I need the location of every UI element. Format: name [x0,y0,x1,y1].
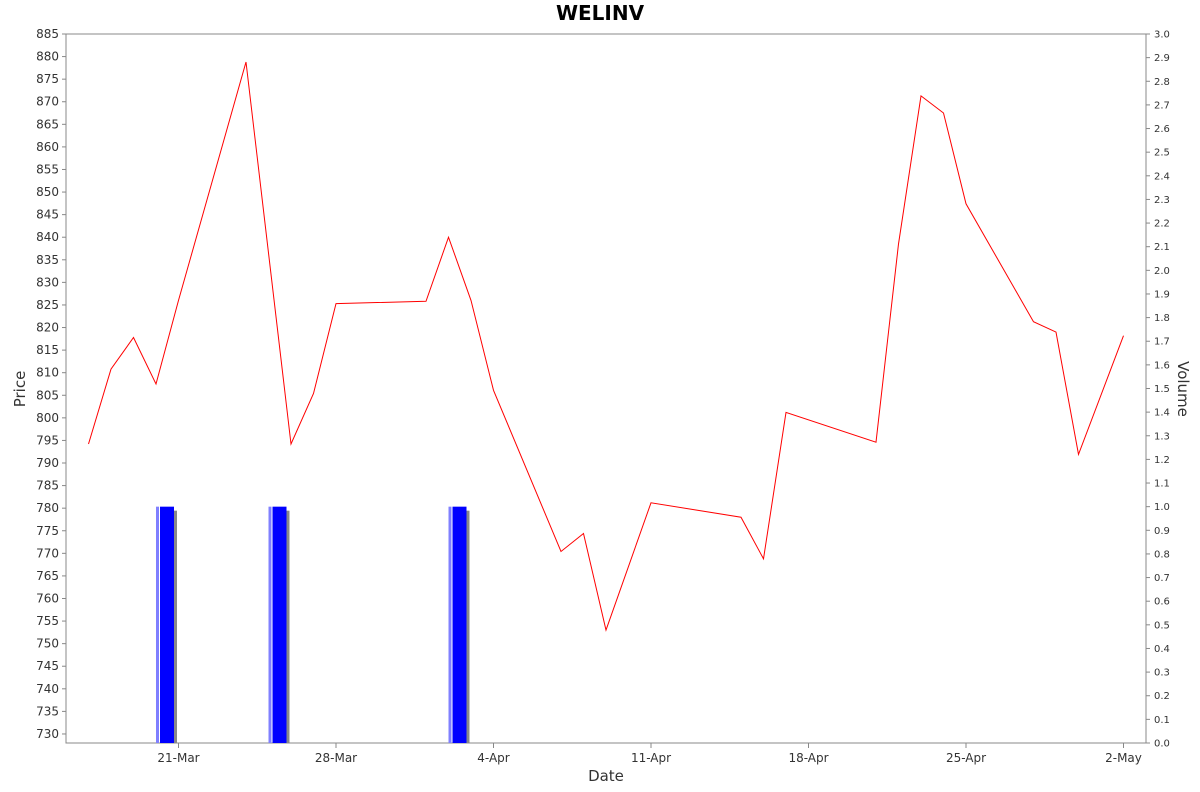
price-series-line [88,61,1124,632]
y-tick-label: 820 [36,321,59,335]
y2-tick-label: 1.2 [1154,455,1170,466]
y-tick-label: 750 [36,637,59,651]
y-tick-label: 860 [36,140,59,154]
y-tick-label: 775 [36,524,59,538]
y-tick-label: 760 [36,591,59,605]
y-tick-label: 790 [36,456,59,470]
y-tick-label: 885 [36,27,59,41]
y-tick-label: 805 [36,388,59,402]
y2-tick-label: 2.9 [1154,53,1170,64]
y2-tick-label: 0.1 [1154,715,1170,726]
y-tick-label: 850 [36,185,59,199]
y2-tick-label: 0.7 [1154,573,1170,584]
x-tick-label: 4-Apr [477,751,510,765]
y-tick-label: 740 [36,682,59,696]
x-axis-title: Date [588,767,624,785]
y2-tick-label: 3.0 [1154,30,1170,41]
x-tick-label: 21-Mar [157,751,199,765]
volume-bar [272,506,287,743]
y-axis: 730 735 740 745 750 755 760 765 770 775 780 785 790 7… [36,27,66,741]
chart-title: WELINV [556,1,645,25]
volume-bar-highlight [448,506,452,743]
y2-tick-label: 1.1 [1154,479,1170,490]
volume-bar-highlight [268,506,272,743]
volume-bar [452,506,467,743]
y-tick-label: 735 [36,704,59,718]
y-tick-label: 755 [36,614,59,628]
y2-tick-label: 2.7 [1154,100,1170,111]
y-tick-label: 830 [36,275,59,289]
y2-tick-label: 2.0 [1154,266,1170,277]
y-tick-label: 840 [36,230,59,244]
y2-tick-label: 2.1 [1154,242,1170,253]
price-line [88,61,1124,632]
y-tick-label: 730 [36,727,59,741]
y2-tick-label: 0.5 [1154,620,1170,631]
y2-tick-label: 2.2 [1154,219,1170,230]
y-tick-label: 780 [36,501,59,515]
y-tick-label: 870 [36,95,59,109]
x-tick-label: 2-May [1105,751,1142,765]
y2-tick-label: 1.0 [1154,502,1170,513]
y2-tick-label: 1.5 [1154,384,1170,395]
x-tick-label: 25-Apr [946,751,986,765]
x-tick-label: 11-Apr [631,751,671,765]
y-tick-label: 845 [36,208,59,222]
y-tick-label: 875 [36,72,59,86]
y2-tick-label: 1.4 [1154,408,1170,419]
y2-tick-label: 2.6 [1154,124,1170,135]
y2-tick-label: 1.8 [1154,313,1170,324]
y2-tick-label: 0.2 [1154,691,1170,702]
y-tick-label: 770 [36,546,59,560]
y-tick-label: 835 [36,253,59,267]
y2-axis-title: Volume [1174,361,1192,417]
y2-tick-label: 0.3 [1154,668,1170,679]
y2-axis: 0.0 0.1 0.2 0.3 0.4 0.5 0.6 0.7 0.8 0.9 1.0 1.1 1.2 1… [1146,30,1170,750]
y2-tick-label: 1.7 [1154,337,1170,348]
y2-tick-label: 1.6 [1154,360,1170,371]
plot-area [65,33,1147,744]
y2-tick-label: 1.9 [1154,289,1170,300]
y-tick-label: 745 [36,659,59,673]
x-tick-label: 18-Apr [788,751,828,765]
volume-bar-highlight [156,506,159,743]
volume-bar [160,506,174,743]
y2-tick-label: 2.8 [1154,77,1170,88]
y2-tick-label: 0.8 [1154,549,1170,560]
y-tick-label: 825 [36,298,59,312]
y2-tick-label: 0.0 [1154,739,1170,750]
y2-tick-label: 2.5 [1154,148,1170,159]
y2-tick-label: 1.3 [1154,431,1170,442]
y-tick-label: 795 [36,433,59,447]
y2-tick-label: 0.9 [1154,526,1170,537]
x-tick-label: 28-Mar [315,751,357,765]
y-tick-label: 800 [36,411,59,425]
y2-tick-label: 2.4 [1154,171,1170,182]
y2-tick-label: 0.4 [1154,644,1170,655]
y-axis-title: Price [11,371,29,408]
y-tick-label: 855 [36,162,59,176]
volume-bars [156,506,470,743]
y2-tick-label: 0.6 [1154,597,1170,608]
y-tick-label: 810 [36,366,59,380]
x-axis: 21-Mar 28-Mar 4-Apr 11-Apr 18-Apr 25-Apr 2-May [157,743,1142,765]
y-tick-label: 785 [36,479,59,493]
y2-tick-label: 2.3 [1154,195,1170,206]
y-tick-label: 865 [36,117,59,131]
y-tick-label: 815 [36,343,59,357]
y-tick-label: 880 [36,50,59,64]
y-tick-label: 765 [36,569,59,583]
